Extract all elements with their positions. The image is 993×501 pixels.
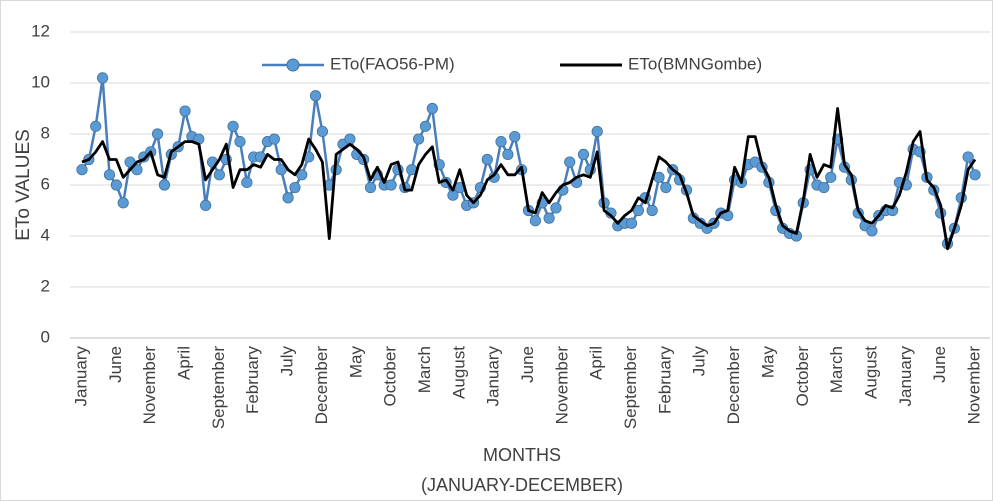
series-line — [81, 107, 977, 251]
x-tick-label: August — [861, 346, 880, 399]
data-point — [117, 197, 129, 209]
x-tick-label: January — [71, 346, 90, 407]
x-tick-label: March — [415, 346, 434, 393]
y-tick-label: 6 — [41, 174, 50, 193]
y-axis-title: ETo VALUES — [13, 129, 34, 241]
x-tick-label: May — [758, 346, 777, 379]
data-point — [625, 217, 638, 229]
x-tick-label: April — [587, 346, 606, 380]
data-point — [344, 133, 356, 145]
data-point — [268, 133, 280, 145]
data-point — [296, 169, 308, 181]
y-tick-label: 0 — [41, 327, 50, 346]
data-point — [241, 176, 253, 189]
data-point — [660, 181, 672, 194]
data-point — [234, 136, 246, 148]
x-tick-label: November — [552, 346, 571, 425]
legend-label: ETo(FAO56-PM) — [330, 54, 455, 73]
data-point — [632, 204, 645, 217]
y-tick-label: 2 — [41, 276, 50, 295]
data-point — [419, 120, 432, 132]
data-point — [825, 171, 837, 183]
data-point — [818, 181, 830, 194]
x-tick-label: July — [278, 346, 297, 377]
x-tick-label: December — [312, 346, 331, 425]
x-tick-label: July — [690, 346, 709, 377]
x-tick-label: March — [827, 346, 846, 393]
data-point — [103, 169, 116, 181]
data-point — [646, 204, 658, 217]
x-tick-label: November — [140, 346, 159, 425]
data-point — [158, 179, 171, 191]
x-tick-label: April — [175, 346, 194, 380]
x-axis-subtitle: (JANUARY-DECEMBER) — [421, 475, 623, 495]
data-point — [200, 199, 212, 211]
data-point — [227, 120, 239, 132]
data-point — [316, 125, 329, 138]
x-tick-label: June — [106, 346, 125, 383]
data-point — [509, 130, 521, 143]
data-point — [275, 164, 287, 176]
x-tick-label: January — [896, 346, 915, 407]
data-point — [969, 169, 981, 181]
x-tick-label: February — [655, 346, 674, 415]
data-point — [550, 202, 562, 214]
y-tick-label: 10 — [31, 72, 50, 91]
x-tick-label: December — [724, 346, 743, 425]
data-point — [76, 164, 88, 176]
data-point — [90, 120, 102, 132]
data-point — [110, 179, 122, 191]
data-point — [502, 148, 514, 160]
x-axis-title: MONTHS — [483, 445, 561, 465]
legend-marker — [286, 58, 300, 72]
x-tick-label: September — [209, 346, 228, 429]
data-point — [385, 179, 397, 191]
y-tick-label: 8 — [41, 123, 50, 142]
data-point — [543, 212, 555, 224]
data-point — [866, 225, 878, 237]
data-point — [577, 148, 590, 160]
data-point — [364, 181, 377, 194]
data-point — [495, 136, 507, 148]
data-point — [213, 169, 225, 181]
x-tick-label: October — [381, 346, 400, 407]
data-point — [412, 133, 425, 145]
data-point — [151, 128, 164, 140]
x-tick-label: November — [964, 346, 983, 425]
data-point — [481, 153, 493, 166]
data-point — [591, 125, 603, 138]
legend-label: ETo(BMNGombe) — [628, 54, 762, 73]
y-tick-label: 12 — [31, 21, 50, 40]
x-tick-label: October — [793, 346, 812, 407]
data-point — [179, 105, 191, 117]
x-tick-label: June — [930, 346, 949, 383]
data-point — [426, 102, 438, 115]
data-point — [289, 181, 301, 194]
x-tick-label: August — [449, 346, 468, 399]
x-tick-label: May — [346, 346, 365, 379]
y-tick-label: 4 — [41, 225, 50, 244]
data-point — [962, 151, 974, 163]
data-point — [529, 215, 541, 227]
x-tick-label: January — [484, 346, 503, 407]
data-point — [97, 72, 109, 84]
x-tick-label: September — [621, 346, 640, 429]
x-tick-label: February — [243, 346, 262, 415]
data-point — [309, 90, 322, 102]
x-tick-label: June — [518, 346, 537, 383]
data-point — [282, 192, 294, 204]
data-point — [564, 156, 576, 168]
